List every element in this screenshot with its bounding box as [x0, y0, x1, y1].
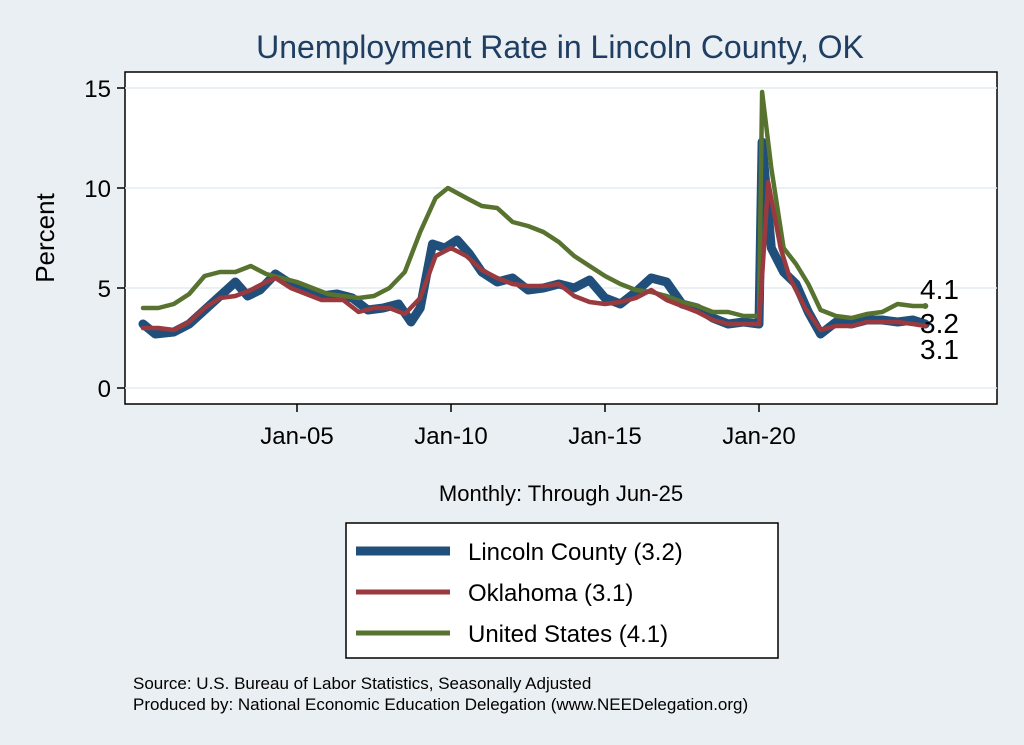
- legend-label-0: Lincoln County (3.2): [468, 539, 683, 566]
- legend-label-1: Oklahoma (3.1): [468, 580, 633, 607]
- y-tick-label-0: 0: [98, 376, 111, 403]
- legend: Lincoln County (3.2) Oklahoma (3.1) United…: [356, 539, 683, 648]
- source-note: Source: U.S. Bureau of Labor Statistics,…: [133, 674, 591, 693]
- x-tick-label-jan-10: Jan-10: [414, 423, 487, 450]
- series-lines: [138, 89, 930, 339]
- y-tick-label-5: 5: [98, 276, 111, 303]
- x-axis-label: Monthly: Through Jun-25: [439, 481, 683, 506]
- chart-title: Unemployment Rate in Lincoln County, OK: [256, 29, 864, 65]
- series-line-2: [140, 89, 928, 321]
- x-axis: Jan-05 Jan-10 Jan-15 Jan-20: [260, 404, 796, 450]
- end-dot-2: [922, 303, 929, 309]
- series-line-1: [140, 179, 928, 333]
- x-tick-label-jan-20: Jan-20: [722, 423, 795, 450]
- plot-area: [124, 71, 998, 405]
- produced-by-note: Produced by: National Economic Education…: [133, 695, 748, 714]
- gridlines: [125, 87, 997, 389]
- x-tick-label-jan-05: Jan-05: [260, 423, 333, 450]
- x-tick-label-jan-15: Jan-15: [568, 423, 641, 450]
- y-axis-label: Percent: [30, 192, 60, 282]
- legend-label-2: United States (4.1): [468, 621, 668, 648]
- y-axis: 0 5 10 15: [84, 76, 125, 403]
- end-label-0: 3.2: [920, 308, 959, 339]
- end-label-2: 4.1: [920, 274, 959, 305]
- end-label-1: 3.1: [920, 334, 959, 365]
- y-tick-label-15: 15: [84, 76, 111, 103]
- y-tick-label-10: 10: [84, 176, 111, 203]
- end-labels: 3.23.1 4.1: [920, 274, 959, 365]
